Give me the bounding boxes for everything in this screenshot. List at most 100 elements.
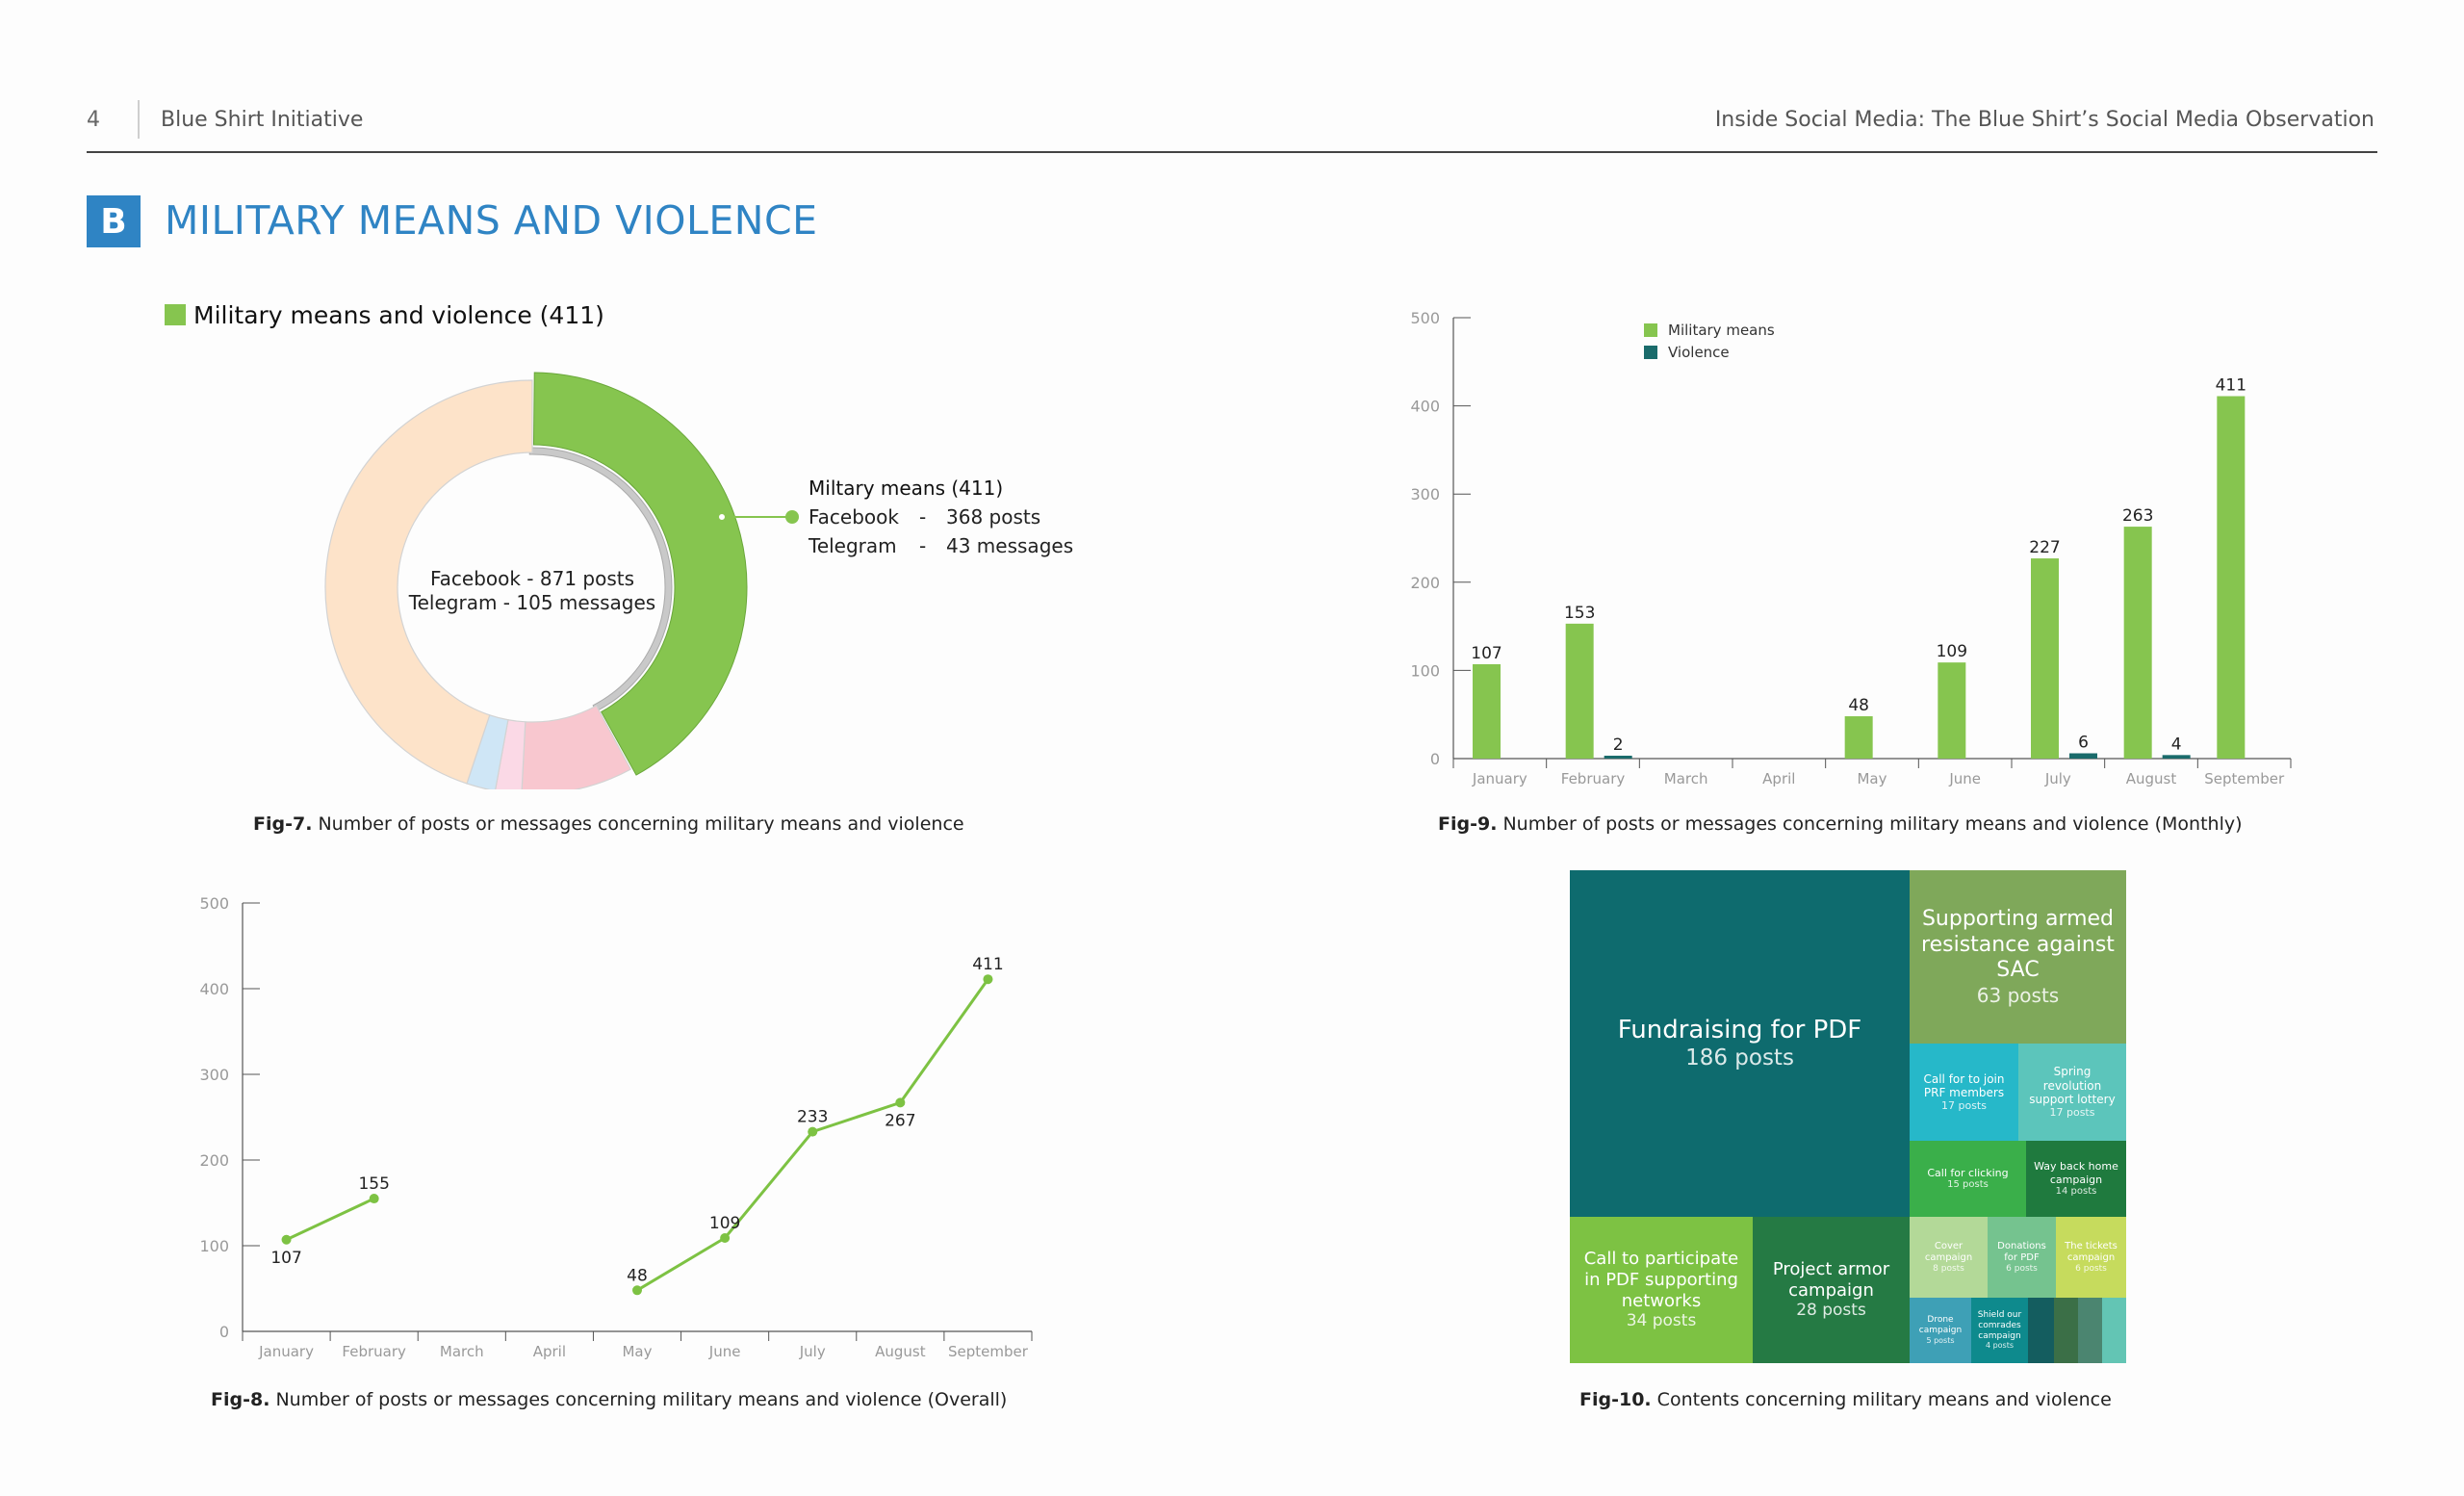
fig9-bar-label: 48 xyxy=(1848,696,1869,715)
fig7-caption-text: Number of posts or messages concerning m… xyxy=(312,813,964,835)
fig7-callout-title: Miltary means (411) xyxy=(808,477,1003,500)
fig9-bar-military xyxy=(2031,558,2059,759)
fig8-point xyxy=(281,1234,292,1245)
fig7-callout-value: 368 posts xyxy=(946,505,1040,529)
fig7-callout-sep: - xyxy=(919,534,926,557)
fig8-series-line xyxy=(285,1197,375,1242)
fig7-callout-label: Facebook xyxy=(808,505,899,529)
fig9-x-tick-label: April xyxy=(1762,770,1795,787)
fig7-donut-chart: Military means and violence (411) Faceboo… xyxy=(165,301,1073,789)
treemap-cell: Call for to join PRF members 17 posts xyxy=(1910,1044,2018,1141)
fig7-callout-dot xyxy=(785,510,799,524)
fig8-y-tick-label: 500 xyxy=(199,894,229,913)
fig7-legend-swatch xyxy=(165,304,186,325)
fig8-y-tick-label: 400 xyxy=(199,980,229,998)
fig10-caption: Fig-10. Contents concerning military mea… xyxy=(1579,1389,2112,1410)
fig9-caption-prefix: Fig-9. xyxy=(1438,813,1498,835)
treemap-cell-count: 17 posts xyxy=(1941,1099,1987,1113)
fig7-caption-prefix: Fig-7. xyxy=(253,813,313,835)
treemap-cell: Cover campaign 8 posts xyxy=(1910,1217,1988,1298)
treemap-cell-title: Supporting armed resistance against SAC xyxy=(1921,907,2115,983)
fig8-x-tick-label: May xyxy=(622,1343,652,1360)
fig8-point-label: 233 xyxy=(797,1108,828,1127)
fig8-line-chart: 0 100 200 300 400 500 January February March Apri… xyxy=(199,894,1033,1360)
fig7-legend-label: Military means and violence (411) xyxy=(193,301,604,329)
fig9-legend-swatch xyxy=(1644,323,1657,337)
fig9-y-tick-label: 500 xyxy=(1410,309,1440,327)
fig8-y-tick-label: 300 xyxy=(199,1066,229,1084)
fig8-x-tick-label: July xyxy=(799,1343,826,1360)
fig9-bar-military xyxy=(1938,662,1966,759)
treemap-cell xyxy=(2102,1298,2126,1363)
fig8-point-label: 107 xyxy=(270,1249,301,1268)
fig8-point-label: 267 xyxy=(885,1111,915,1130)
fig9-bar-violence xyxy=(2162,755,2191,759)
treemap-cell-count: 8 posts xyxy=(1933,1263,1964,1274)
fig8-y-tick-label: 200 xyxy=(199,1151,229,1170)
treemap-cell xyxy=(2028,1298,2054,1363)
treemap-cell xyxy=(2078,1298,2102,1363)
fig10-caption-text: Contents concerning military means and v… xyxy=(1651,1389,2112,1410)
treemap-cell-count: 15 posts xyxy=(1947,1179,1989,1191)
treemap-cell-title: Way back home campaign xyxy=(2034,1160,2118,1186)
fig9-bar-label: 2 xyxy=(1613,735,1624,755)
fig8-x-tick-label: March xyxy=(440,1343,484,1360)
fig9-x-tick-label: March xyxy=(1664,770,1708,787)
fig9-bar-violence xyxy=(1604,756,1632,759)
fig9-bar-military xyxy=(1844,716,1873,759)
fig8-caption-prefix: Fig-8. xyxy=(211,1389,270,1410)
fig10-treemap: Fundraising for PDF 186 posts Supporting a… xyxy=(1570,870,2126,1363)
fig8-point xyxy=(632,1285,642,1296)
treemap-cell-title: The tickets campaign xyxy=(2065,1240,2118,1263)
treemap-cell: The tickets campaign 6 posts xyxy=(2056,1217,2126,1298)
fig9-bar-label: 263 xyxy=(2122,506,2153,526)
fig8-point xyxy=(895,1097,906,1108)
fig7-slice xyxy=(521,705,632,789)
treemap-cell: Way back home campaign 14 posts xyxy=(2026,1141,2126,1217)
fig7-callout-value: 43 messages xyxy=(946,534,1073,557)
fig9-bar-label: 109 xyxy=(1937,642,1967,661)
fig9-bar-military xyxy=(2123,527,2152,759)
fig9-y-tick-label: 400 xyxy=(1410,398,1440,416)
fig9-bar-military xyxy=(1565,623,1594,759)
treemap-cell-title: Call for to join PRF members xyxy=(1923,1071,2005,1099)
fig7-slice xyxy=(324,379,533,785)
treemap-cell: Supporting armed resistance against SAC 6… xyxy=(1910,870,2126,1044)
fig8-point xyxy=(808,1126,818,1137)
treemap-cell-count: 14 posts xyxy=(2055,1185,2097,1197)
treemap-cell-title: Donations for PDF xyxy=(1997,1240,2046,1263)
fig8-point-label: 155 xyxy=(358,1174,389,1194)
page-number: 4 xyxy=(87,108,100,132)
fig7-center-label: Facebook - 871 posts xyxy=(430,567,634,590)
fig9-legend-swatch xyxy=(1644,346,1657,359)
treemap-cell-title: Drone campaign xyxy=(1918,1315,1963,1336)
fig9-bar-label: 4 xyxy=(2171,735,2182,754)
fig9-x-tick-label: August xyxy=(2126,770,2177,787)
fig8-y-tick-label: 100 xyxy=(199,1237,229,1255)
fig8-caption-text: Number of posts or messages concerning m… xyxy=(270,1389,1008,1410)
header-left-title: Blue Shirt Initiative xyxy=(161,108,364,132)
fig8-x-tick-label: August xyxy=(875,1343,926,1360)
treemap-cell-count: 6 posts xyxy=(2075,1263,2107,1274)
header-right-title: Inside Social Media: The Blue Shirt’s So… xyxy=(1714,108,2374,132)
treemap-cell-count: 34 posts xyxy=(1626,1311,1697,1331)
fig9-x-tick-label: February xyxy=(1561,770,1626,787)
fig8-point xyxy=(720,1232,731,1243)
header-divider xyxy=(138,100,140,139)
fig9-y-tick-label: 100 xyxy=(1410,661,1440,680)
fig7-caption: Fig-7. Number of posts or messages conce… xyxy=(253,813,964,835)
fig8-point xyxy=(369,1194,379,1204)
treemap-cell: Call for clicking 15 posts xyxy=(1910,1141,2026,1217)
fig8-x-tick-label: September xyxy=(948,1343,1029,1360)
treemap-cell-title: Fundraising for PDF xyxy=(1617,1015,1862,1045)
fig9-caption: Fig-9. Number of posts or messages conce… xyxy=(1438,813,2243,835)
section-title: MILITARY MEANS AND VIOLENCE xyxy=(165,197,818,244)
fig9-x-tick-label: June xyxy=(1948,770,1981,787)
treemap-cell: Drone campaign 5 posts xyxy=(1910,1298,1971,1363)
treemap-cell-title: Shield our comrades campaign xyxy=(1977,1310,2022,1341)
treemap-cell: Fundraising for PDF 186 posts xyxy=(1570,870,1910,1217)
fig8-point-label: 411 xyxy=(972,955,1003,974)
fig8-point xyxy=(983,974,993,985)
treemap-cell: Call to participate in PDF supporting ne… xyxy=(1570,1217,1753,1363)
treemap-cell-title: Call to participate in PDF supporting ne… xyxy=(1583,1249,1739,1311)
